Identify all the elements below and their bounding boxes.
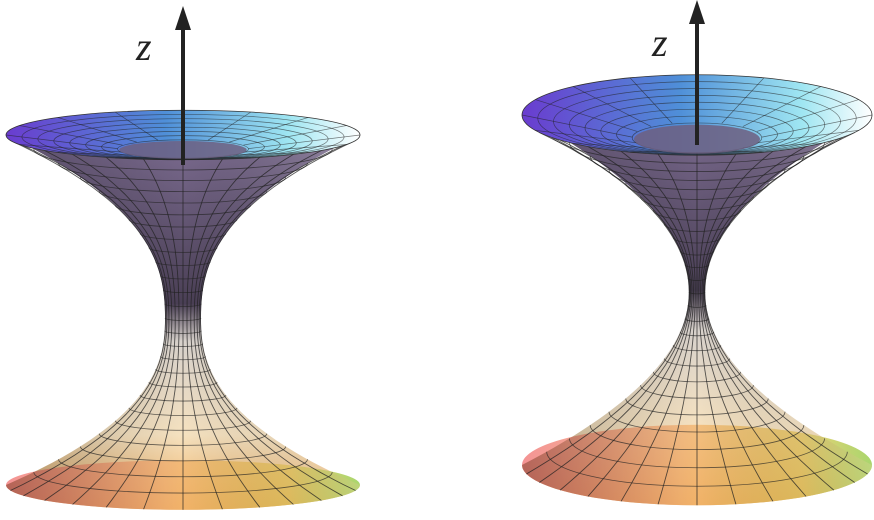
z-arrowhead <box>689 0 705 24</box>
axis-label: z <box>651 20 668 65</box>
surface-left <box>6 6 360 510</box>
z-arrowhead <box>175 6 191 30</box>
axis-label: z <box>135 24 152 69</box>
scene: z z <box>0 0 874 520</box>
surface-right <box>522 0 872 505</box>
